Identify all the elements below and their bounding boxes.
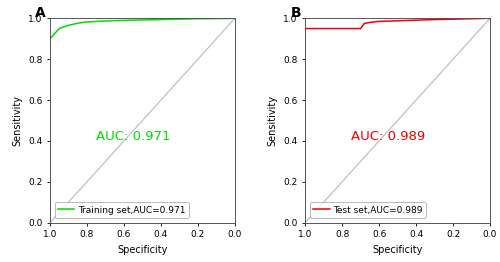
Legend: Test set,AUC=0.989: Test set,AUC=0.989 [310,202,426,218]
Training set,AUC=0.971 [214,17,220,20]
Test set,AUC=0.989 [302,27,308,30]
Text: A: A [35,6,46,20]
Training set,AUC=0.971 [60,26,66,29]
Training set,AUC=0.971 [232,17,238,20]
Training set,AUC=0.971 [222,17,228,20]
Training set,AUC=0.971 [158,18,164,21]
X-axis label: Specificity: Specificity [117,245,168,255]
Training set,AUC=0.971 [52,31,59,34]
Training set,AUC=0.971 [64,24,70,28]
X-axis label: Specificity: Specificity [372,245,423,255]
Test set,AUC=0.989 [312,27,318,30]
Training set,AUC=0.971 [47,221,53,224]
Training set,AUC=0.971 [204,17,210,20]
Legend: Training set,AUC=0.971: Training set,AUC=0.971 [54,202,189,218]
Training set,AUC=0.971 [130,19,136,22]
Test set,AUC=0.989 [362,22,368,25]
Test set,AUC=0.989 [367,21,373,24]
Training set,AUC=0.971 [112,19,117,22]
Line: Test set,AUC=0.989: Test set,AUC=0.989 [305,18,490,223]
Training set,AUC=0.971 [228,17,234,20]
Test set,AUC=0.989 [450,18,456,21]
Text: AUC: 0.989: AUC: 0.989 [351,130,426,143]
Training set,AUC=0.971 [78,21,84,24]
Training set,AUC=0.971 [47,37,53,40]
Training set,AUC=0.971 [102,19,108,23]
Training set,AUC=0.971 [186,17,192,20]
Test set,AUC=0.989 [478,17,484,20]
Training set,AUC=0.971 [84,20,90,24]
Test set,AUC=0.989 [487,17,493,20]
Test set,AUC=0.989 [376,20,382,23]
Test set,AUC=0.989 [484,17,490,20]
Text: AUC: 0.971: AUC: 0.971 [96,130,170,143]
Training set,AUC=0.971 [140,18,145,21]
Test set,AUC=0.989 [302,221,308,224]
Y-axis label: Sensitivity: Sensitivity [12,95,22,146]
Training set,AUC=0.971 [74,22,80,25]
Training set,AUC=0.971 [68,23,73,26]
Line: Training set,AUC=0.971: Training set,AUC=0.971 [50,18,235,223]
Training set,AUC=0.971 [167,18,173,21]
Test set,AUC=0.989 [413,19,419,22]
Training set,AUC=0.971 [56,27,62,30]
Test set,AUC=0.989 [358,27,364,30]
Test set,AUC=0.989 [468,17,474,20]
Training set,AUC=0.971 [148,18,154,21]
Training set,AUC=0.971 [71,23,77,26]
Training set,AUC=0.971 [93,20,99,23]
Training set,AUC=0.971 [176,18,182,21]
Test set,AUC=0.989 [394,19,400,22]
Text: B: B [290,6,301,20]
Training set,AUC=0.971 [121,19,127,22]
Test set,AUC=0.989 [432,18,438,21]
Training set,AUC=0.971 [195,17,201,20]
Y-axis label: Sensitivity: Sensitivity [268,95,278,146]
